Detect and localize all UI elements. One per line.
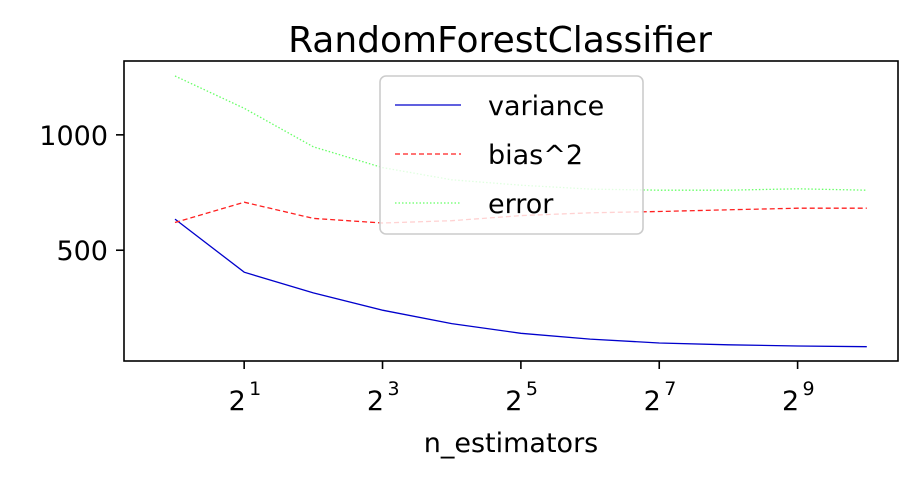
legend-label-bias-2: bias^2 xyxy=(488,140,583,171)
x-tick-exponent: 5 xyxy=(526,378,538,400)
plot-frame xyxy=(123,60,899,362)
x-tick-exponent: 1 xyxy=(249,378,261,400)
legend-label-error: error xyxy=(488,189,554,220)
x-tick-exponent: 3 xyxy=(387,378,399,400)
legend-box xyxy=(379,75,644,235)
x-tick-label: 2 xyxy=(367,386,384,417)
legend-items: variance bias^2 error xyxy=(395,91,604,220)
x-tick-label: 2 xyxy=(505,386,522,417)
series-line-variance xyxy=(174,218,867,348)
x-axis-label: n_estimators xyxy=(424,428,599,459)
legend-label-variance: variance xyxy=(488,91,604,122)
x-tick-label: 2 xyxy=(644,386,661,417)
legend[interactable]: variance bias^2 error xyxy=(379,75,644,235)
y-tick-label: 1000 xyxy=(39,121,108,152)
x-tick-label: 2 xyxy=(782,386,799,417)
series-layer xyxy=(174,75,867,348)
chart-title: RandomForestClassifier xyxy=(288,20,712,61)
x-tick-exponent: 7 xyxy=(664,378,676,400)
y-tick-label: 500 xyxy=(56,236,108,267)
x-tick-exponent: 9 xyxy=(803,378,815,400)
x-tick-label: 2 xyxy=(229,386,246,417)
